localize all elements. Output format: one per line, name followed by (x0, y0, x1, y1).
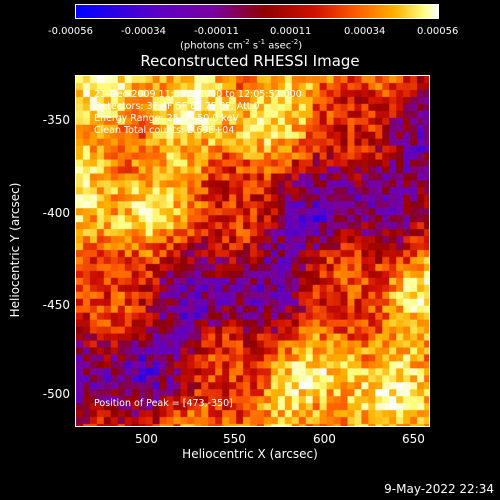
y-tick-label: -350 (42, 113, 70, 127)
colorbar-tick: 0.00011 (270, 26, 312, 37)
x-tick-label: 650 (402, 432, 425, 446)
y-tick-label: -500 (42, 387, 70, 401)
y-tick-label: -450 (42, 298, 70, 312)
colorbar-tick: 0.00034 (344, 26, 386, 37)
heatmap-image (76, 76, 429, 426)
colorbar-units: (photons cm-2 s-1 asec-2) (180, 38, 303, 52)
colorbar-tick: 0.00056 (417, 26, 459, 37)
colorbar (75, 4, 439, 19)
plot-area: 21-Dec-2009 11:59:52.000 to 12:05:52.000… (75, 75, 430, 427)
annotation-detectors: Detectors: 3F 4F 5F 6F 7F 8F, Att 0 (94, 101, 260, 112)
colorbar-tick: -0.00056 (48, 26, 93, 37)
x-tick-label: 500 (135, 432, 158, 446)
colorbar-tick: -0.00034 (121, 26, 166, 37)
annotation-time: 21-Dec-2009 11:59:52.000 to 12:05:52.000 (94, 89, 302, 100)
annotation-peak: Position of Peak = [473,-350] (94, 398, 233, 409)
annotation-method: Clean Total counts: 2.69E+04 (94, 125, 235, 136)
x-tick-label: 550 (223, 432, 246, 446)
y-tick-label: -400 (42, 206, 70, 220)
x-tick-label: 600 (313, 432, 336, 446)
x-axis-label: Heliocentric X (arcsec) (182, 447, 318, 461)
y-axis-label: Heliocentric Y (arcsec) (8, 182, 22, 318)
plot-title: Reconstructed RHESSI Image (140, 52, 360, 70)
colorbar-tick: -0.00011 (194, 26, 239, 37)
timestamp: 9-May-2022 22:34 (384, 482, 494, 496)
annotation-energy: Energy Range: 25.0 - 50.0 keV (94, 113, 239, 124)
